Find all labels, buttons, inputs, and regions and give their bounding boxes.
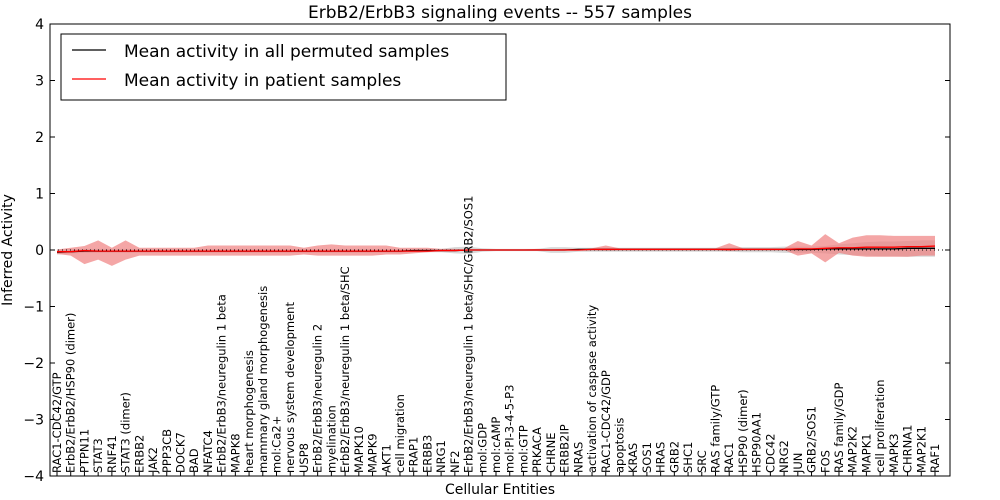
x-tick-label: NRG2 (777, 440, 791, 473)
x-tick-label: FRAP1 (407, 437, 421, 473)
x-tick-label: NF2 (448, 450, 462, 473)
x-tick-label: mol:PI-3-4-5-P3 (503, 385, 517, 473)
x-tick-label: USP8 (297, 443, 311, 473)
x-tick-label: cell proliferation (873, 379, 887, 473)
legend-label-patient: Mean activity in patient samples (124, 71, 401, 91)
legend: Mean activity in all permuted samples Me… (61, 34, 506, 100)
x-tick-label: ERBB2 (132, 435, 146, 473)
x-tick-label: RAC1 (722, 442, 736, 473)
x-tick-label: PRKACA (530, 427, 544, 473)
x-tick-label: HSP90 (dimer) (736, 389, 750, 473)
y-axis-label: Inferred Activity (0, 194, 16, 306)
legend-label-permuted: Mean activity in all permuted samples (124, 42, 449, 62)
x-tick-label: heart morphogenesis (242, 350, 256, 473)
y-tick-label: −4 (23, 469, 44, 485)
x-tick-label: CHRNA1 (901, 425, 915, 473)
x-tick-label: RAC1-CDC42/GTP (50, 372, 64, 473)
x-tick-label: mol:GDP (475, 423, 489, 473)
x-tick-label: SRC (695, 450, 709, 473)
x-tick-label: ErbB2/ErbB3/neuregulin 1 beta (215, 294, 229, 473)
x-tick-label: GRB2 (667, 441, 681, 473)
x-tick-label: STAT3 (dimer) (119, 392, 133, 473)
x-tick-label: RAS family/GTP (709, 385, 723, 473)
y-tick-label: 3 (35, 74, 44, 90)
x-tick-label: AKT1 (379, 444, 393, 473)
y-tick-label: 4 (35, 17, 44, 33)
x-tick-label: KRAS (626, 443, 640, 473)
y-tick-label: −1 (23, 300, 44, 316)
x-tick-label: NRG1 (434, 440, 448, 473)
x-tick-label: SHC1 (681, 442, 695, 473)
x-tick-label: ERBB2IP (558, 424, 572, 473)
x-tick-label: apoptosis (612, 418, 626, 473)
x-tick-label: RNF41 (105, 435, 119, 473)
x-tick-label: GRB2/SOS1 (805, 406, 819, 473)
x-tick-label: CDC42 (763, 433, 777, 473)
chart-title: ErbB2/ErbB3 signaling events -- 557 samp… (308, 3, 692, 23)
x-tick-label: ErbB2/ErbB3/neuregulin 2 (311, 324, 325, 473)
x-tick-label: RAS family/GDP (832, 383, 846, 473)
x-tick-label: CHRNE (544, 432, 558, 473)
x-tick-label: myelination (324, 405, 338, 473)
x-tick-label: PTPN11 (77, 429, 91, 473)
x-tick-label: HRAS (654, 442, 668, 473)
x-tick-label: MAPK9 (366, 433, 380, 473)
x-tick-label: JUN (791, 453, 805, 474)
x-tick-label: MAPK8 (228, 433, 242, 473)
x-tick-label: JAK2 (146, 447, 160, 474)
y-tick-label: −3 (23, 413, 44, 429)
x-tick-label: MAPK10 (352, 426, 366, 473)
x-tick-label: HSP90AA1 (750, 412, 764, 473)
y-tick-label: 0 (35, 243, 44, 259)
x-tick-label: MAPK1 (859, 433, 873, 473)
x-tick-label: NFATC4 (201, 430, 215, 473)
x-tick-label: ErbB2/ErbB3/neuregulin 1 beta/SHC/GRB2/S… (462, 196, 476, 473)
x-tick-label: SOS1 (640, 442, 654, 473)
x-tick-label: mol:cAMP (489, 417, 503, 473)
x-tick-label: MAP2K1 (914, 426, 928, 473)
x-tick-label: nervous system development (283, 302, 297, 473)
x-tick-label: ErbB2/ErbB3/neuregulin 1 beta/SHC (338, 266, 352, 473)
x-tick-label: mol:GTP (516, 425, 530, 473)
x-axis-label: Cellular Entities (445, 482, 555, 498)
x-tick-label: MAPK3 (887, 433, 901, 473)
x-tick-label: MAP2K2 (846, 426, 860, 473)
x-tick-label: mammary gland morphogenesis (256, 286, 270, 473)
x-tick-label: cell migration (393, 394, 407, 473)
x-tick-label: RAF1 (928, 444, 942, 473)
x-tick-label: RAC1-CDC42/GDP (599, 370, 613, 473)
x-tick-label: mol:Ca2+ (270, 416, 284, 473)
y-tick-label: 1 (35, 187, 44, 203)
x-tick-label: FOS (818, 450, 832, 473)
x-tick-label: DOCK7 (173, 432, 187, 473)
y-tick-label: 2 (35, 130, 44, 146)
x-tick-label: STAT3 (91, 438, 105, 473)
x-tick-label: ERBB3 (420, 435, 434, 473)
x-tick-label: NRAS (571, 442, 585, 473)
y-tick-label: −2 (23, 356, 44, 372)
x-tick-label: activation of caspase activity (585, 305, 599, 473)
x-tick-label: ErbB2/ErbB2/HSP90 (dimer) (64, 313, 78, 473)
x-tick-label: PPP3CB (160, 429, 174, 473)
x-tick-label: BAD (187, 448, 201, 473)
